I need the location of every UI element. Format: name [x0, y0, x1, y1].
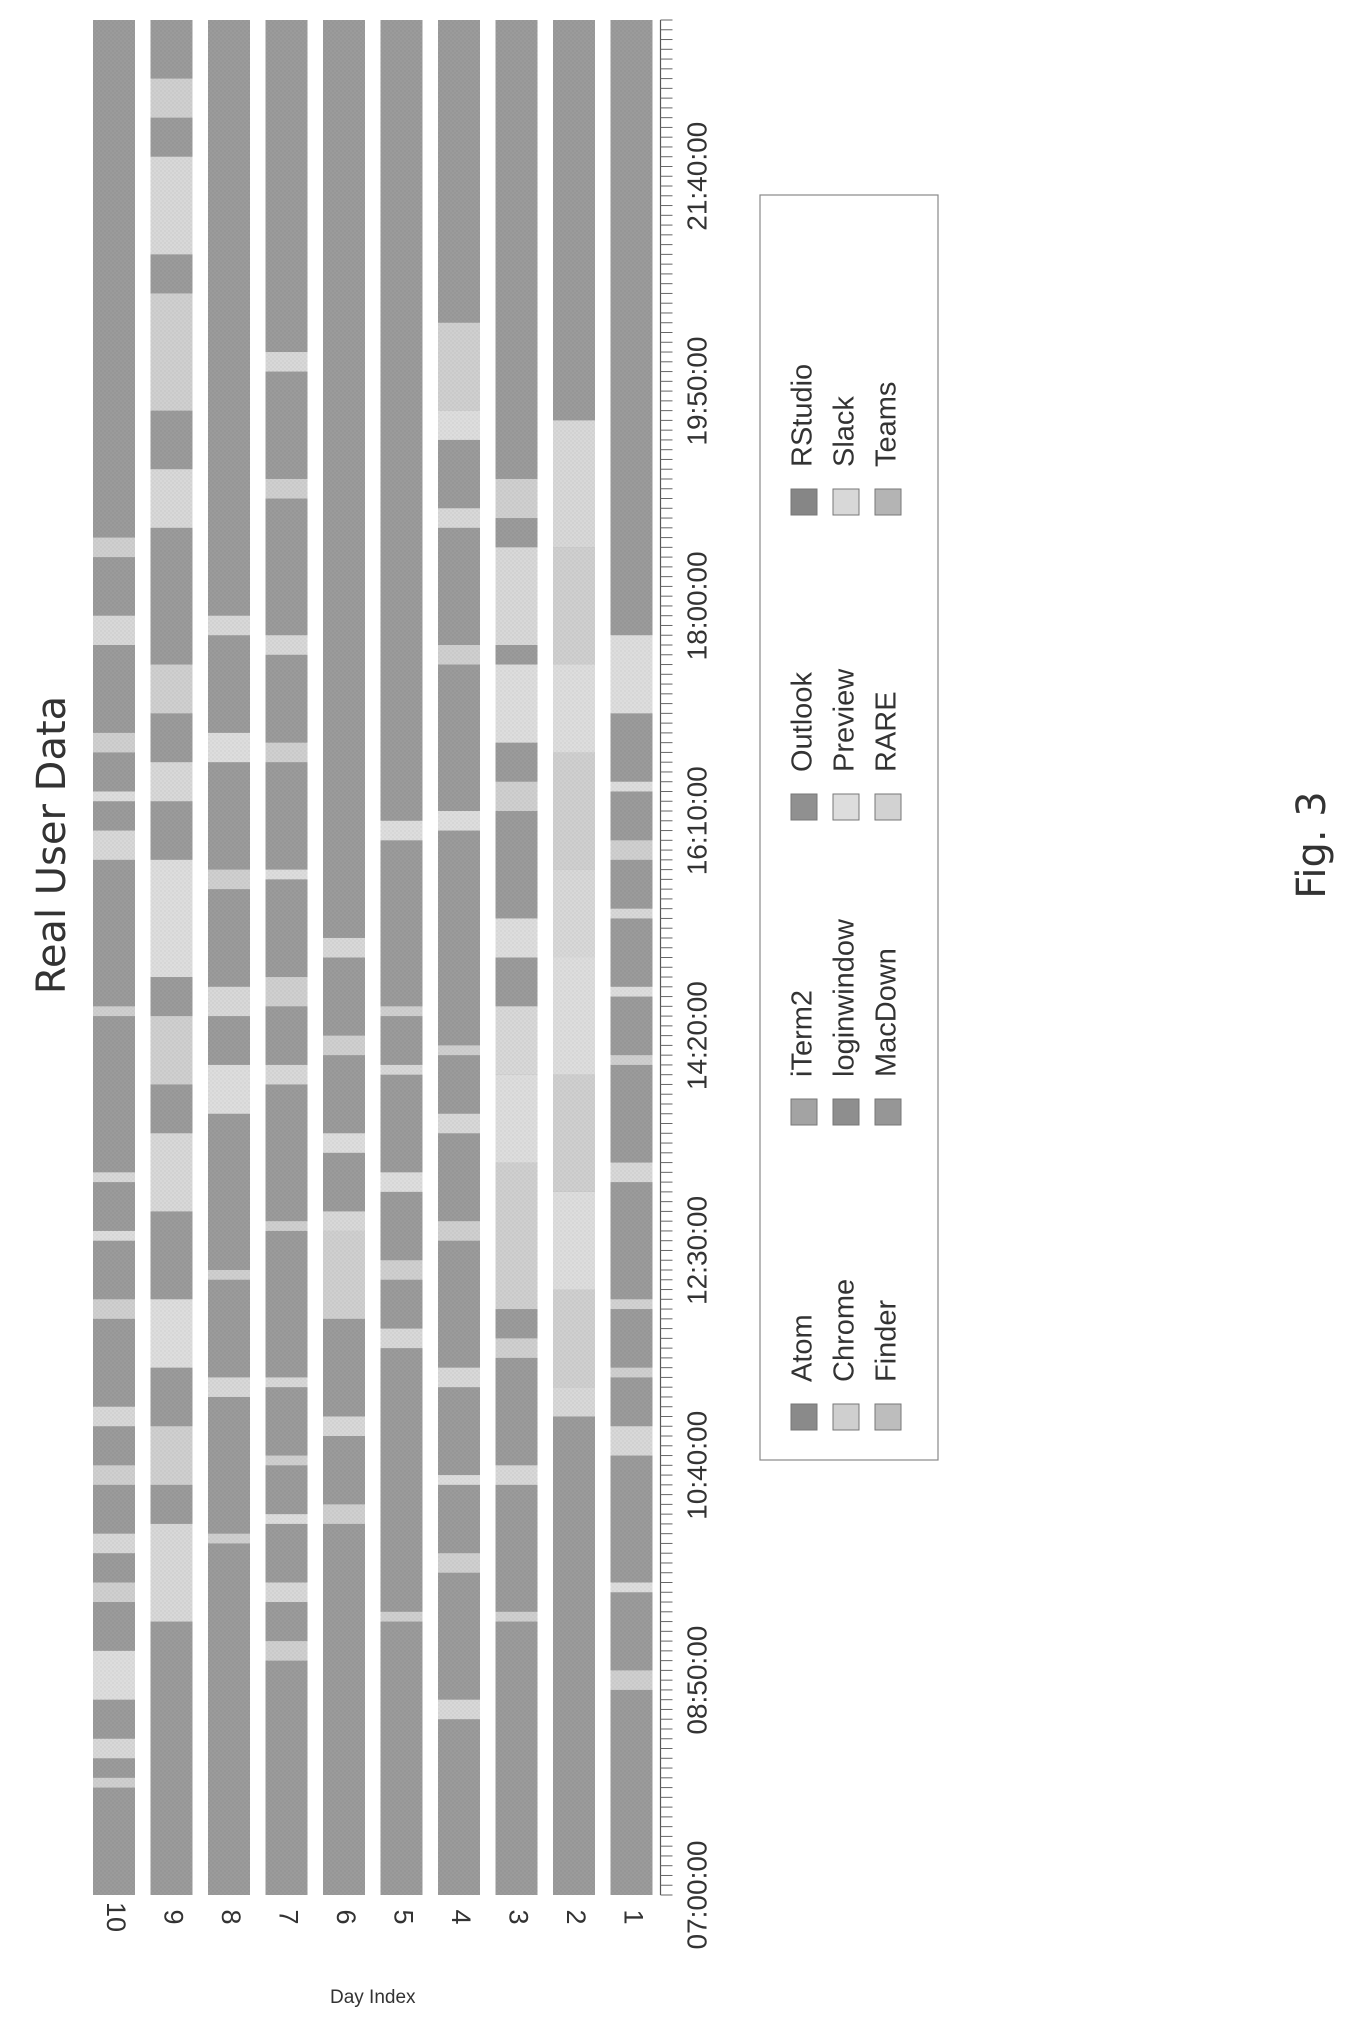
day-label-10: 10	[101, 1902, 131, 1932]
legend-label-macdown: MacDown	[871, 948, 903, 1077]
legend-label-chrome: Chrome	[829, 1279, 861, 1382]
legend-item-outlook: Outlook	[787, 672, 819, 821]
day-row-10	[93, 20, 135, 1895]
day-bar-texture-8	[208, 20, 250, 1895]
day-label-7: 7	[273, 1909, 303, 1924]
x-axis-minor-ticks	[660, 19, 673, 1896]
legend-label-outlook: Outlook	[787, 672, 819, 772]
legend-swatch-loginwindow	[832, 1098, 860, 1126]
x-tick-label-2: 10:40:00	[682, 1411, 713, 1520]
legend-item-atom: Atom	[787, 1314, 819, 1431]
legend-label-rstudio: RStudio	[787, 364, 819, 467]
legend-swatch-chrome	[832, 1403, 860, 1431]
legend-item-rare: RARE	[871, 691, 903, 821]
legend-label-preview: Preview	[829, 668, 861, 772]
day-row-8	[208, 20, 250, 1895]
day-label-9: 9	[158, 1909, 188, 1924]
day-label-4: 4	[446, 1909, 476, 1924]
day-row-5	[380, 20, 423, 1895]
day-bar-texture-10	[93, 20, 135, 1895]
x-tick-label-0: 07:00:00	[682, 1841, 713, 1950]
day-bars	[93, 20, 653, 1895]
legend-label-teams: Teams	[871, 382, 903, 467]
day-bar-texture-3	[495, 20, 538, 1895]
day-row-3	[495, 20, 538, 1895]
day-label-3: 3	[503, 1909, 533, 1924]
day-label-6: 6	[331, 1909, 361, 1924]
day-label-8: 8	[216, 1909, 246, 1924]
legend-label-loginwindow: loginwindow	[829, 918, 861, 1077]
legend-item-chrome: Chrome	[829, 1279, 861, 1431]
legend-swatch-atom	[790, 1403, 818, 1431]
day-bar-texture-6	[323, 20, 365, 1895]
legend-label-iterm2: iTerm2	[787, 990, 819, 1077]
legend-item-iterm2: iTerm2	[787, 990, 819, 1126]
day-bar-texture-2	[553, 20, 595, 1895]
legend-swatch-rstudio	[790, 488, 818, 516]
day-bar-texture-1	[610, 20, 653, 1895]
x-tick-label-6: 18:00:00	[682, 551, 713, 660]
legend-swatch-preview	[832, 793, 860, 821]
legend-label-rare: RARE	[871, 691, 903, 772]
y-axis-label: Day Index	[330, 1987, 416, 2008]
legend-swatch-teams	[874, 488, 902, 516]
x-tick-label-4: 14:20:00	[682, 981, 713, 1090]
legend-swatch-finder	[874, 1403, 902, 1431]
x-tick-label-5: 16:10:00	[682, 766, 713, 875]
legend-item-finder: Finder	[871, 1299, 903, 1431]
x-tick-label-7: 19:50:00	[682, 337, 713, 446]
x-axis: 07:00:00 08:50:00 10:40:00 12:30:00 14:20:00…	[659, 19, 713, 1950]
legend-swatch-outlook	[790, 793, 818, 821]
legend-label-finder: Finder	[871, 1299, 903, 1382]
figure-label: Fig. 3	[1289, 791, 1335, 898]
day-row-9	[150, 20, 193, 1895]
legend-item-preview: Preview	[829, 668, 861, 821]
day-labels: 1 2 3 4 5 6 7 8 9 10	[101, 1902, 649, 1932]
legend: Atom Chrome Finder iTerm2 loginwindow MacDown…	[759, 194, 939, 1461]
x-tick-label-8: 21:40:00	[682, 122, 713, 231]
legend-item-teams: Teams	[871, 382, 903, 516]
x-tick-label-1: 08:50:00	[682, 1626, 713, 1735]
day-label-1: 1	[618, 1909, 648, 1924]
day-row-7	[265, 20, 308, 1895]
chart-title: Real User Data	[29, 696, 75, 994]
legend-item-loginwindow: loginwindow	[829, 918, 861, 1126]
legend-item-slack: Slack	[829, 396, 861, 516]
legend-item-macdown: MacDown	[871, 948, 903, 1126]
day-label-5: 5	[388, 1909, 418, 1924]
legend-swatch-iterm2	[790, 1098, 818, 1126]
legend-label-atom: Atom	[787, 1314, 819, 1382]
day-row-1	[610, 20, 653, 1895]
day-bar-texture-5	[380, 20, 423, 1895]
legend-label-slack: Slack	[829, 396, 861, 467]
legend-swatch-slack	[832, 488, 860, 516]
day-label-2: 2	[561, 1909, 591, 1924]
legend-swatch-rare	[874, 793, 902, 821]
day-bar-texture-9	[150, 20, 193, 1895]
legend-swatch-macdown	[874, 1098, 902, 1126]
day-bar-texture-7	[265, 20, 308, 1895]
day-row-4	[438, 20, 480, 1895]
day-row-2	[553, 20, 595, 1895]
day-row-6	[323, 20, 365, 1895]
x-tick-label-3: 12:30:00	[682, 1196, 713, 1305]
legend-item-rstudio: RStudio	[787, 364, 819, 516]
day-bar-texture-4	[438, 20, 480, 1895]
